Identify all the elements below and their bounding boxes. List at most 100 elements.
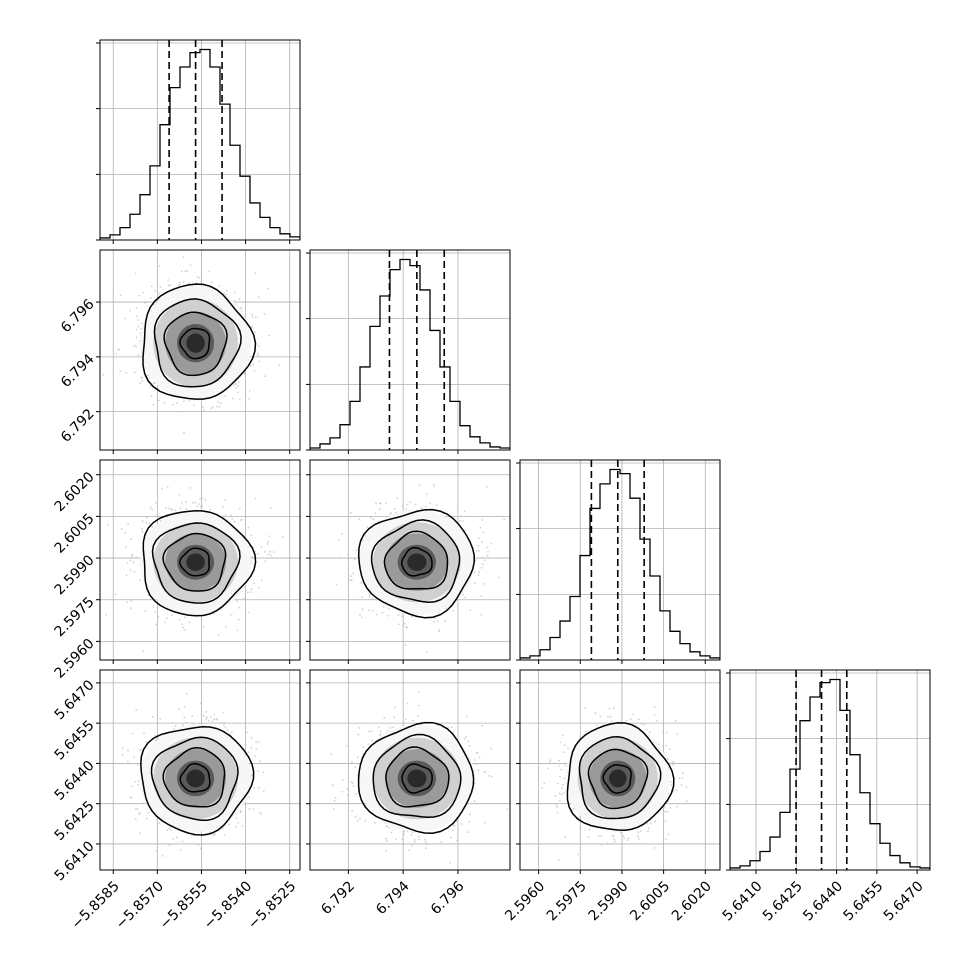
sample-point bbox=[465, 736, 467, 738]
sample-point bbox=[137, 780, 140, 783]
sample-point bbox=[142, 802, 145, 804]
sample-point bbox=[211, 406, 214, 409]
sample-point bbox=[130, 785, 133, 787]
sample-point bbox=[255, 748, 258, 750]
sample-point bbox=[133, 570, 136, 573]
sample-point bbox=[230, 731, 233, 734]
sample-point bbox=[199, 847, 202, 850]
sample-point bbox=[135, 336, 138, 339]
sample-point bbox=[252, 363, 255, 366]
sample-point bbox=[497, 576, 500, 579]
sample-point bbox=[154, 610, 157, 613]
sample-point bbox=[155, 850, 158, 853]
sample-point bbox=[410, 834, 413, 836]
sample-point bbox=[210, 407, 213, 410]
sample-point bbox=[181, 623, 184, 626]
sample-point bbox=[477, 544, 480, 547]
sample-point bbox=[217, 634, 220, 636]
sample-point bbox=[426, 650, 428, 653]
sample-point bbox=[136, 763, 139, 766]
sample-point bbox=[255, 741, 257, 744]
sample-point bbox=[258, 811, 261, 814]
sample-point bbox=[222, 711, 225, 714]
sample-point bbox=[181, 840, 184, 843]
sample-point bbox=[238, 381, 240, 384]
sample-point bbox=[269, 507, 272, 510]
sample-point bbox=[250, 747, 253, 749]
sample-point bbox=[258, 760, 261, 762]
sample-point bbox=[195, 281, 198, 284]
sample-point bbox=[135, 556, 138, 559]
sample-point bbox=[143, 732, 145, 735]
sample-point bbox=[126, 601, 129, 604]
sample-point bbox=[352, 572, 355, 575]
sample-point bbox=[213, 713, 216, 716]
sample-point bbox=[165, 507, 168, 509]
contour-line bbox=[163, 311, 228, 377]
sample-point bbox=[268, 334, 270, 337]
sample-point bbox=[136, 808, 139, 811]
sample-point bbox=[185, 692, 188, 695]
sample-point bbox=[258, 740, 260, 743]
sample-point bbox=[144, 610, 147, 612]
sample-point bbox=[490, 542, 493, 545]
sample-point bbox=[490, 775, 493, 778]
sample-point bbox=[181, 501, 183, 504]
sample-point bbox=[183, 716, 186, 719]
sample-point bbox=[236, 722, 239, 725]
sample-point bbox=[247, 526, 250, 529]
sample-point bbox=[464, 596, 467, 599]
sample-point bbox=[379, 733, 382, 736]
density-panel-2-1 bbox=[306, 459, 511, 664]
sample-point bbox=[346, 794, 349, 796]
sample-point bbox=[249, 364, 252, 367]
sample-point bbox=[405, 508, 408, 510]
sample-point bbox=[177, 284, 180, 287]
sample-point bbox=[183, 432, 185, 434]
sample-point bbox=[126, 562, 129, 565]
sample-point bbox=[201, 406, 204, 408]
sample-point bbox=[355, 549, 358, 551]
sample-point bbox=[179, 848, 182, 851]
sample-point bbox=[462, 593, 464, 596]
density-level bbox=[186, 769, 205, 788]
sample-point bbox=[350, 575, 353, 578]
sample-point bbox=[248, 397, 251, 400]
sample-point bbox=[208, 719, 211, 722]
sample-point bbox=[216, 400, 219, 403]
sample-point bbox=[459, 519, 462, 522]
sample-point bbox=[202, 714, 205, 717]
sample-point bbox=[355, 792, 357, 795]
sample-point bbox=[473, 800, 476, 803]
sample-point bbox=[452, 829, 454, 832]
sample-point bbox=[393, 507, 396, 510]
sample-point bbox=[141, 520, 144, 523]
panel-frame bbox=[99, 249, 301, 451]
sample-point bbox=[452, 610, 455, 612]
sample-point bbox=[159, 717, 162, 720]
sample-point bbox=[404, 643, 407, 646]
sample-point bbox=[250, 326, 253, 329]
sample-point bbox=[408, 849, 410, 852]
sample-point bbox=[139, 749, 142, 751]
sample-point bbox=[347, 553, 349, 556]
sample-point bbox=[378, 502, 381, 504]
sample-point bbox=[184, 616, 186, 619]
sample-point bbox=[394, 706, 397, 709]
sample-point bbox=[124, 546, 127, 548]
sample-point bbox=[418, 484, 421, 487]
sample-point bbox=[406, 626, 409, 629]
sample-point bbox=[171, 722, 174, 724]
sample-point bbox=[404, 718, 407, 721]
sample-point bbox=[244, 803, 247, 806]
sample-point bbox=[137, 784, 140, 786]
sample-point bbox=[246, 731, 249, 734]
sample-point bbox=[397, 623, 400, 626]
sample-point bbox=[124, 531, 127, 534]
histogram-line bbox=[310, 258, 510, 450]
sample-point bbox=[244, 726, 247, 728]
sample-point bbox=[401, 505, 404, 508]
sample-point bbox=[459, 515, 462, 517]
contour-line bbox=[179, 762, 211, 793]
sample-point bbox=[145, 521, 148, 524]
